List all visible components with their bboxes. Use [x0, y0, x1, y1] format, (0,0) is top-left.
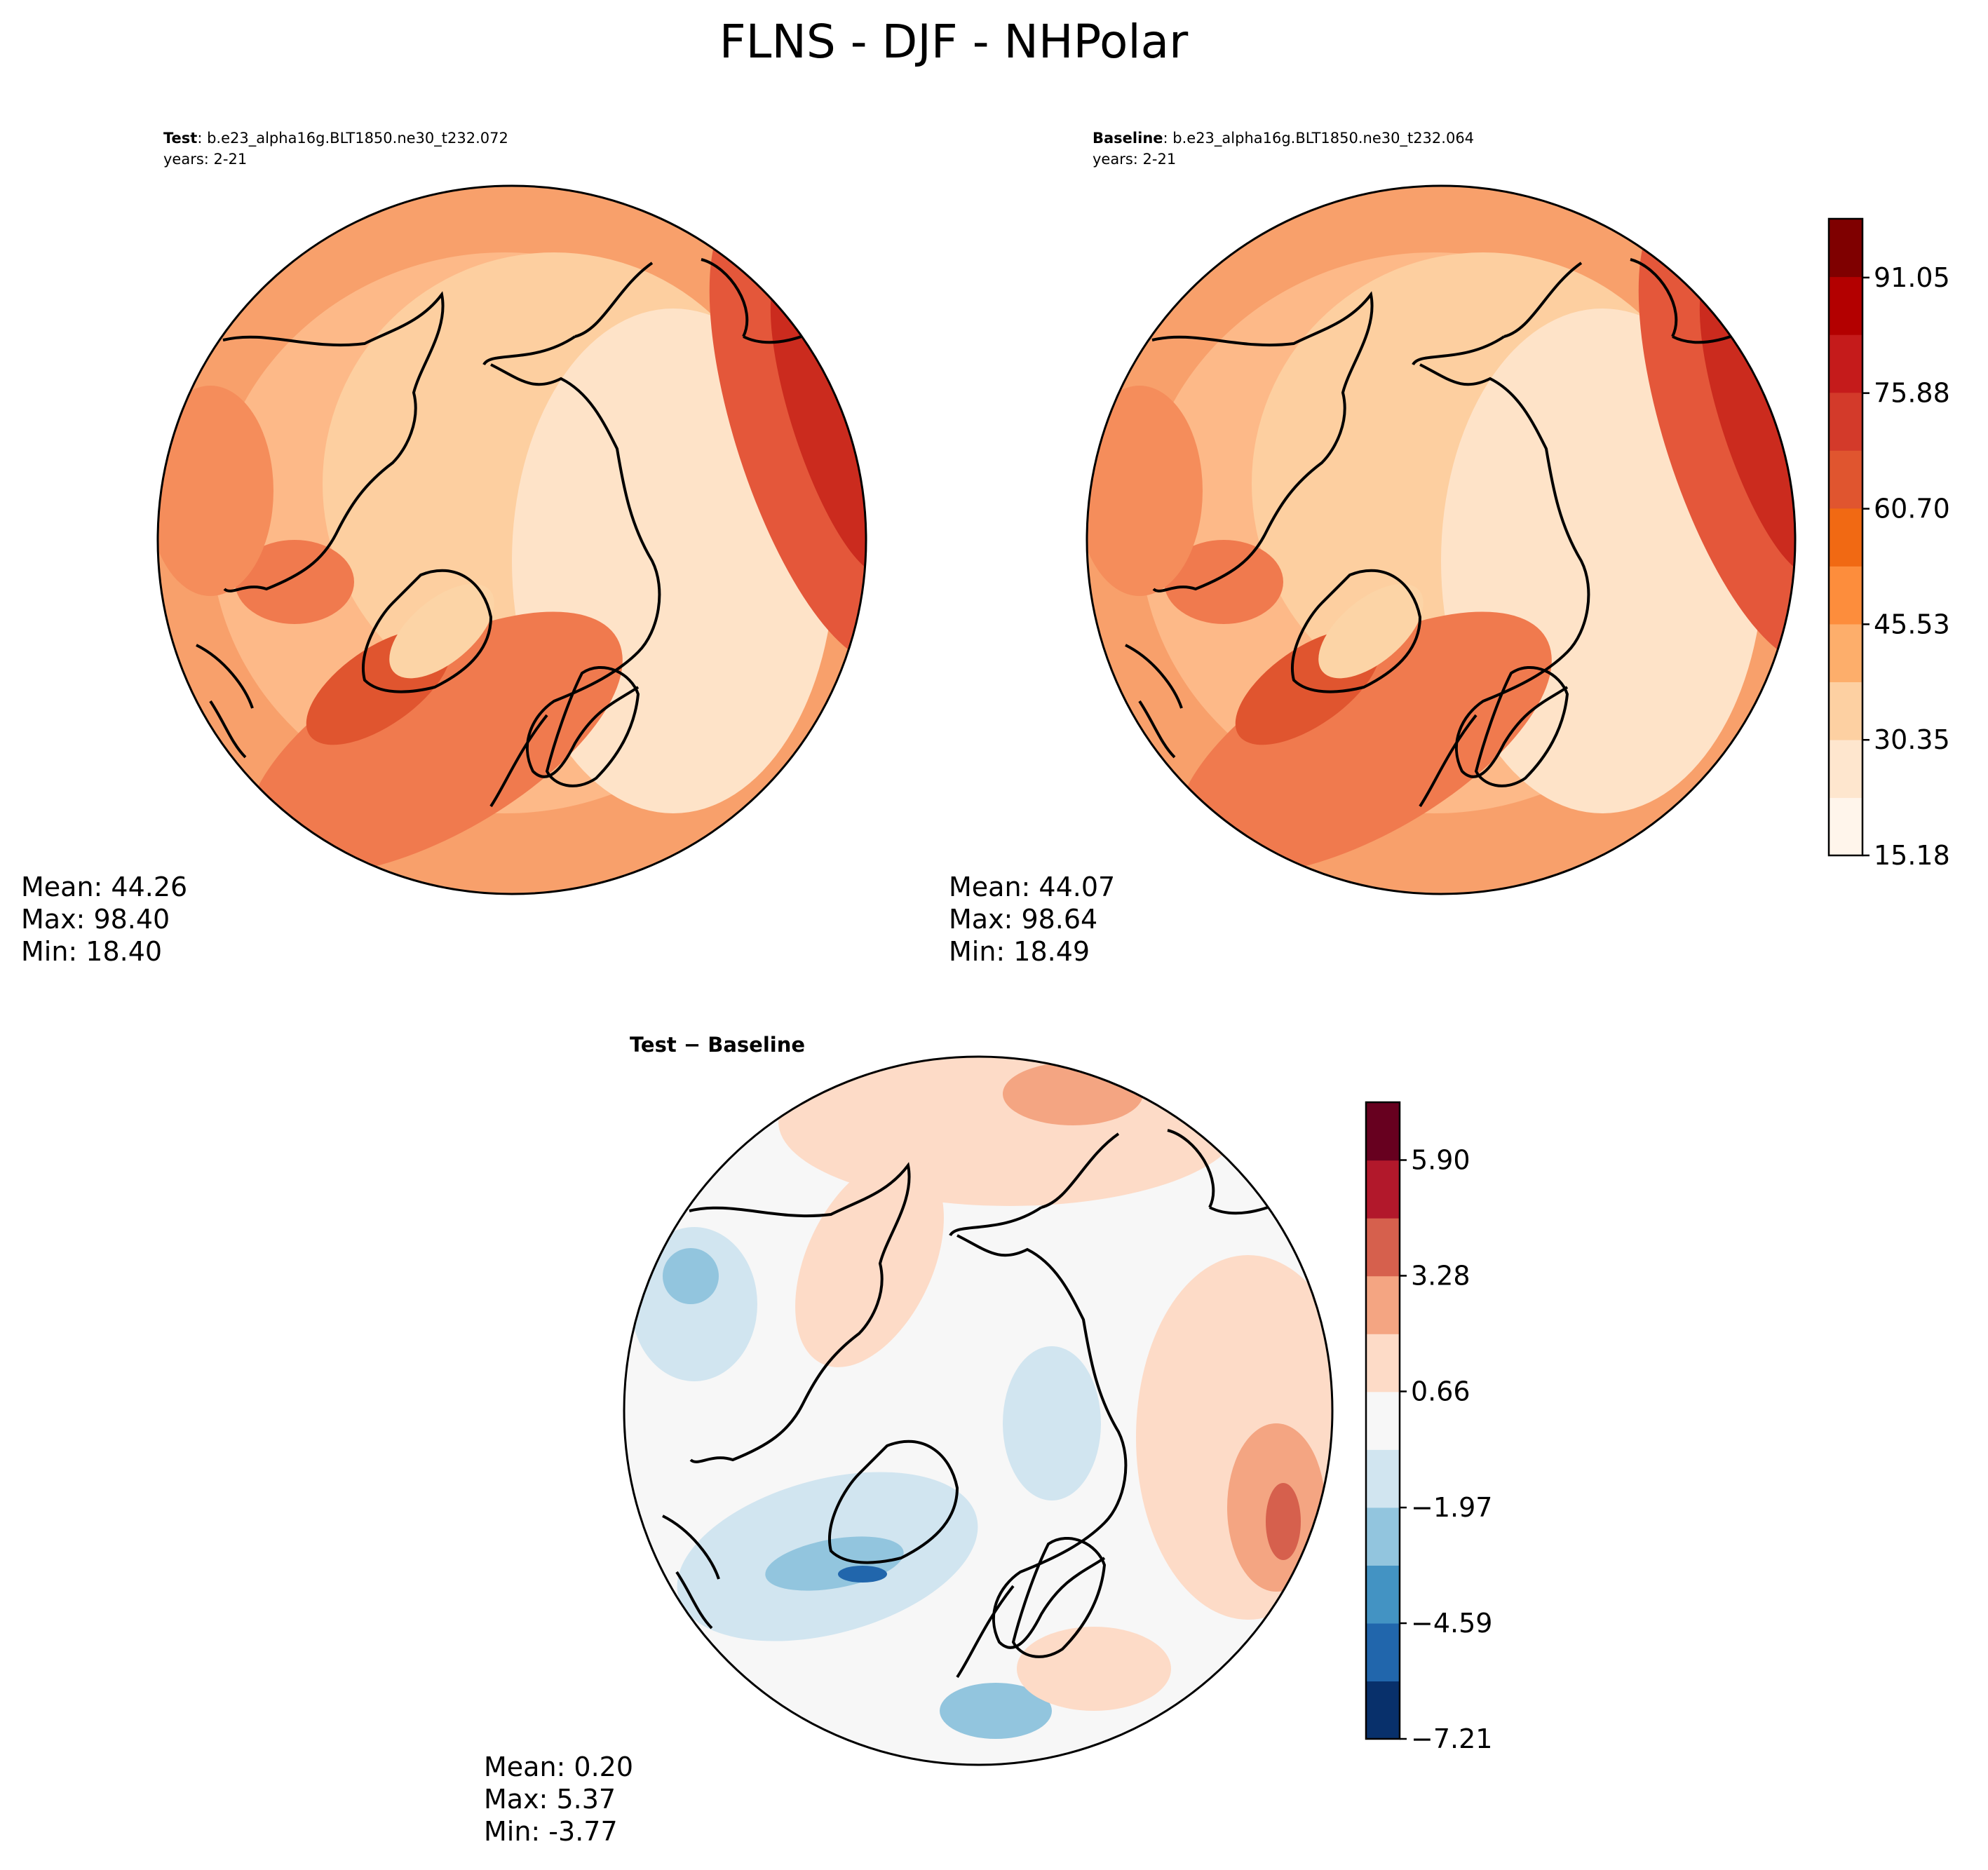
rdbu-colorbar-level	[1366, 1681, 1400, 1740]
baseline-panel: Baseline: b.e23_alpha16g.BLT1850.ne30_t2…	[949, 130, 1950, 967]
test-scandinavia-outline	[545, 665, 640, 787]
rdbu-colorbar-level	[1366, 1622, 1400, 1682]
rdbu-colorbar-tick-label: 3.28	[1411, 1260, 1470, 1291]
rdbu-colorbar-tick-label: −4.59	[1411, 1608, 1492, 1639]
test-greenland-outline	[362, 569, 493, 693]
diff-east-warm-core	[1266, 1483, 1301, 1560]
baseline-alaska-patch	[1164, 540, 1283, 624]
rdbu-colorbar-frame	[1365, 1101, 1401, 1740]
diff-west-cool-core	[663, 1248, 719, 1304]
test-coastline	[196, 258, 835, 808]
reds-colorbar-level	[1829, 739, 1862, 799]
baseline-mean: Mean: 44.07	[949, 872, 1115, 902]
baseline-map	[1087, 186, 1795, 894]
test-atlantic-high	[247, 611, 623, 875]
reds-colorbar-frame	[1827, 217, 1864, 857]
diff-arctic-cool	[1003, 1346, 1101, 1500]
rdbu-colorbar-tick-label: −1.97	[1411, 1492, 1492, 1523]
baseline-pacific-core	[1699, 266, 1795, 575]
diff-west-cool	[631, 1227, 757, 1381]
reds-colorbar-tick-label: 91.05	[1874, 262, 1950, 293]
test-panel: Test: b.e23_alpha16g.BLT1850.ne30_t232.0…	[21, 130, 867, 967]
rdbu-colorbar-level	[1366, 1275, 1400, 1334]
baseline-panel-label: Baseline: b.e23_alpha16g.BLT1850.ne30_t2…	[1093, 130, 1474, 147]
baseline-label-case: : b.e23_alpha16g.BLT1850.ne30_t232.064	[1163, 130, 1475, 147]
diff-map-frame	[623, 1055, 1334, 1766]
figure-title: FLNS - DJF - NHPolar	[719, 15, 1189, 69]
test-west-patch	[158, 386, 273, 596]
baseline-greenland-outline	[1291, 569, 1422, 693]
diff-canada-warm	[795, 1157, 944, 1367]
reds-colorbar-tick-label: 45.53	[1874, 609, 1950, 639]
test-map	[158, 186, 866, 894]
diff-south-cool	[940, 1683, 1052, 1739]
reds-colorbar-level	[1829, 219, 1862, 278]
diff-coastline	[662, 1129, 1301, 1679]
rdbu-colorbar-level	[1366, 1391, 1400, 1450]
test-map-frame	[156, 184, 867, 895]
reds-colorbar-level	[1829, 566, 1862, 625]
reds-colorbar-tick-label: 60.70	[1874, 494, 1950, 524]
rdbu-colorbar: −7.21 −4.59 −1.97 0.66 3.28 5.90	[1365, 1101, 1492, 1754]
reds-colorbar-level	[1829, 334, 1862, 393]
test-max: Max: 98.40	[21, 904, 170, 935]
test-greenland-patch	[389, 583, 494, 679]
diff-south-warm	[1017, 1627, 1171, 1711]
baseline-scandinavia-outline	[1474, 665, 1569, 787]
baseline-atlantic-high	[1176, 611, 1552, 875]
diff-panel-label: Test − Baseline	[630, 1033, 805, 1057]
reds-colorbar-level	[1829, 276, 1862, 335]
test-label-case: : b.e23_alpha16g.BLT1850.ne30_t232.072	[197, 130, 508, 147]
reds-colorbar-level	[1829, 450, 1862, 509]
test-min: Min: 18.40	[21, 936, 162, 967]
reds-colorbar-level	[1829, 623, 1862, 682]
reds-colorbar-tick-label: 75.88	[1874, 378, 1950, 409]
diff-greenland-outline	[828, 1439, 959, 1564]
rdbu-colorbar-level	[1366, 1507, 1400, 1566]
test-panel-label: Test: b.e23_alpha16g.BLT1850.ne30_t232.0…	[163, 130, 508, 147]
diff-max: Max: 5.37	[484, 1784, 616, 1815]
test-alaska-patch	[235, 540, 354, 624]
diff-atlantic-cool-core	[838, 1566, 887, 1583]
reds-colorbar-level	[1829, 508, 1862, 567]
rdbu-colorbar-level	[1366, 1102, 1400, 1161]
diff-scandinavia-outline	[1011, 1536, 1107, 1658]
diff-min: Min: -3.77	[484, 1816, 618, 1847]
baseline-min: Min: 18.49	[949, 936, 1090, 967]
reds-colorbar-level	[1829, 797, 1862, 856]
rdbu-colorbar-tick-label: 5.90	[1411, 1144, 1470, 1175]
diff-map	[624, 1057, 1332, 1765]
rdbu-colorbar-level	[1366, 1218, 1400, 1277]
test-label-bold: Test	[163, 130, 197, 147]
test-pacific-core	[770, 266, 866, 575]
baseline-years: years: 2-21	[1093, 151, 1176, 168]
diff-north-warm	[778, 1057, 1241, 1206]
reds-colorbar-tick-label: 30.35	[1874, 724, 1950, 755]
diff-mean: Mean: 0.20	[484, 1752, 633, 1782]
rdbu-colorbar-level	[1366, 1565, 1400, 1624]
baseline-greenland-patch	[1318, 583, 1424, 679]
diff-panel: Test − Baseline Mean: 0.20 Max: 5.37 Min…	[484, 1033, 1492, 1847]
test-mean: Mean: 44.26	[21, 872, 187, 902]
baseline-max: Max: 98.64	[949, 904, 1097, 935]
baseline-label-bold: Baseline	[1093, 130, 1163, 147]
baseline-west-patch	[1087, 386, 1203, 596]
rdbu-colorbar-level	[1366, 1160, 1400, 1219]
baseline-coastline	[1125, 258, 1764, 808]
reds-colorbar-tick-label: 15.18	[1874, 840, 1950, 871]
rdbu-colorbar-level	[1366, 1449, 1400, 1508]
rdbu-colorbar-tick-label: 0.66	[1411, 1376, 1470, 1407]
reds-colorbar-level	[1829, 392, 1862, 451]
rdbu-colorbar-level	[1366, 1334, 1400, 1393]
test-years: years: 2-21	[163, 151, 247, 168]
rdbu-colorbar-tick-label: −7.21	[1411, 1723, 1492, 1754]
reds-colorbar-level	[1829, 682, 1862, 740]
baseline-map-frame	[1086, 184, 1797, 895]
diff-north-warm-core	[1003, 1062, 1143, 1125]
reds-colorbar: 15.18 30.35 45.53 60.70 75.88 91.05	[1827, 217, 1950, 871]
